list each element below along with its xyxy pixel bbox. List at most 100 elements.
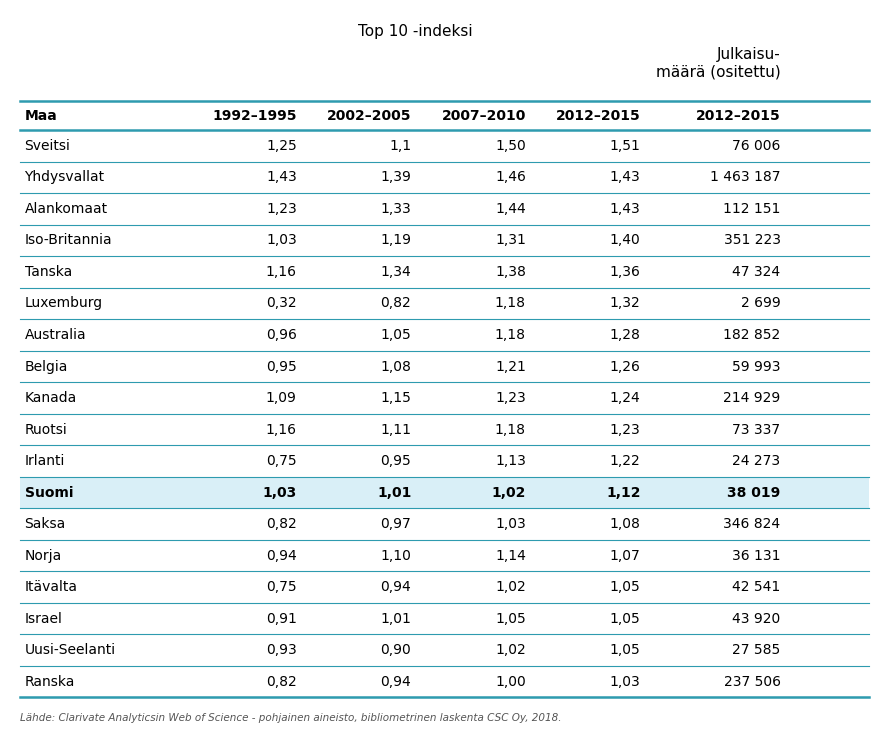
Text: 36 131: 36 131 [732,548,781,563]
Text: Saksa: Saksa [25,517,66,531]
Text: 1,05: 1,05 [495,611,526,626]
Text: 27 585: 27 585 [732,643,781,658]
Text: 0,94: 0,94 [266,548,297,563]
Text: 1,01: 1,01 [380,611,412,626]
Text: Tanska: Tanska [25,265,72,279]
Text: 38 019: 38 019 [727,485,781,500]
Text: 1,33: 1,33 [380,202,412,216]
Text: 0,91: 0,91 [266,611,297,626]
Text: 1,13: 1,13 [495,454,526,468]
Text: 1,05: 1,05 [380,328,412,342]
Text: 1,43: 1,43 [266,170,297,185]
Text: Lähde: Clarivate Analyticsin Web of Science - pohjainen aineisto, bibliometrinen: Lähde: Clarivate Analyticsin Web of Scie… [20,713,562,723]
Text: 1,46: 1,46 [495,170,526,185]
Text: Kanada: Kanada [25,391,77,405]
Text: 1,07: 1,07 [610,548,640,563]
Text: 1,28: 1,28 [610,328,640,342]
Text: 2012–2015: 2012–2015 [696,108,781,122]
Text: 73 337: 73 337 [732,422,781,437]
Text: 59 993: 59 993 [732,359,781,374]
Text: 0,95: 0,95 [266,359,297,374]
Text: 1,26: 1,26 [610,359,640,374]
Text: 1,00: 1,00 [495,674,526,689]
Text: Maa: Maa [25,108,57,122]
Text: 0,97: 0,97 [380,517,412,531]
Text: 0,75: 0,75 [266,454,297,468]
Text: 1,21: 1,21 [495,359,526,374]
Text: 1,12: 1,12 [606,485,640,500]
Text: 0,82: 0,82 [266,517,297,531]
Text: 1,44: 1,44 [495,202,526,216]
Text: 2002–2005: 2002–2005 [327,108,412,122]
Text: Iso-Britannia: Iso-Britannia [25,233,112,248]
Text: 0,82: 0,82 [380,296,412,311]
Text: 1,10: 1,10 [380,548,412,563]
Text: 1,03: 1,03 [610,674,640,689]
Text: Julkaisu-
määrä (ositettu): Julkaisu- määrä (ositettu) [656,47,781,79]
Text: Sveitsi: Sveitsi [25,139,70,153]
Text: 1,15: 1,15 [380,391,412,405]
Text: 0,94: 0,94 [380,674,412,689]
Text: Norja: Norja [25,548,62,563]
Text: 0,32: 0,32 [266,296,297,311]
Text: 47 324: 47 324 [732,265,781,279]
Text: 1,51: 1,51 [610,139,640,153]
Text: Suomi: Suomi [25,485,73,500]
Text: 1,02: 1,02 [495,643,526,658]
Text: 1,34: 1,34 [380,265,412,279]
Text: 1,05: 1,05 [610,580,640,594]
Text: 1,02: 1,02 [495,580,526,594]
Text: Top 10 -indeksi: Top 10 -indeksi [357,24,472,39]
Text: Israel: Israel [25,611,62,626]
Text: 2007–2010: 2007–2010 [442,108,526,122]
Text: 42 541: 42 541 [732,580,781,594]
Text: 1,14: 1,14 [495,548,526,563]
Text: 1,02: 1,02 [491,485,526,500]
Text: 1,40: 1,40 [610,233,640,248]
Text: Ruotsi: Ruotsi [25,422,67,437]
Text: Yhdysvallat: Yhdysvallat [25,170,104,185]
Text: 1,39: 1,39 [380,170,412,185]
Text: 0,82: 0,82 [266,674,297,689]
Text: 1,50: 1,50 [495,139,526,153]
Text: 1 463 187: 1 463 187 [710,170,781,185]
Text: 0,90: 0,90 [380,643,412,658]
Text: 1,24: 1,24 [610,391,640,405]
Text: Ranska: Ranska [25,674,75,689]
Text: 1,16: 1,16 [265,265,297,279]
Text: 182 852: 182 852 [724,328,781,342]
Text: 0,94: 0,94 [380,580,412,594]
Text: 1,36: 1,36 [610,265,640,279]
Bar [20,477,869,509]
Text: 1,03: 1,03 [495,517,526,531]
Text: 237 506: 237 506 [724,674,781,689]
Text: 1,03: 1,03 [266,233,297,248]
Text: 1,18: 1,18 [495,296,526,311]
Text: 24 273: 24 273 [732,454,781,468]
Text: Itävalta: Itävalta [25,580,78,594]
Text: 1,38: 1,38 [495,265,526,279]
Text: 214 929: 214 929 [724,391,781,405]
Text: 1,1: 1,1 [389,139,412,153]
Text: 1,01: 1,01 [377,485,412,500]
Text: 112 151: 112 151 [724,202,781,216]
Text: Uusi-Seelanti: Uusi-Seelanti [25,643,116,658]
Text: 1,23: 1,23 [495,391,526,405]
Text: 0,75: 0,75 [266,580,297,594]
Text: Irlanti: Irlanti [25,454,65,468]
Text: 1,43: 1,43 [610,202,640,216]
Text: 1,23: 1,23 [610,422,640,437]
Text: 1,19: 1,19 [380,233,412,248]
Text: 1,25: 1,25 [266,139,297,153]
Text: 1,18: 1,18 [495,328,526,342]
Text: 1,18: 1,18 [495,422,526,437]
Text: 1,03: 1,03 [263,485,297,500]
Text: 1,11: 1,11 [380,422,412,437]
Text: Belgia: Belgia [25,359,68,374]
Text: 1,09: 1,09 [266,391,297,405]
Text: 1,32: 1,32 [610,296,640,311]
Text: Alankomaat: Alankomaat [25,202,108,216]
Text: 346 824: 346 824 [724,517,781,531]
Text: 351 223: 351 223 [724,233,781,248]
Text: 2 699: 2 699 [741,296,781,311]
